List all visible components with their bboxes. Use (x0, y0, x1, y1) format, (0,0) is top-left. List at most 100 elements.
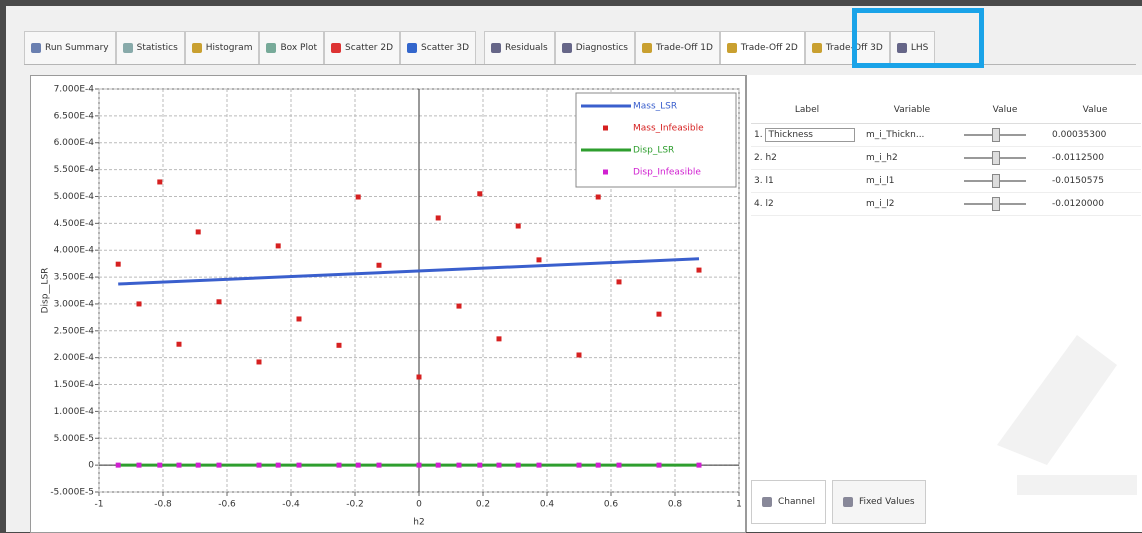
y-tick-label: 5.000E-5 (54, 434, 94, 444)
tab[interactable]: Statistics (116, 31, 185, 64)
x-tick-label: 0.4 (540, 500, 555, 510)
tab[interactable]: Box Plot (259, 31, 324, 64)
x-tick-label: 1 (736, 500, 742, 510)
tab[interactable]: Scatter 3D (400, 31, 476, 64)
data-point (196, 463, 201, 468)
bottom-tab[interactable]: Channel (751, 480, 826, 524)
cell (961, 170, 1049, 193)
data-point (577, 463, 582, 468)
tab[interactable]: Diagnostics (555, 31, 635, 64)
y-tick-label: 5.500E-4 (54, 165, 95, 175)
tab-label: Histogram (206, 43, 253, 53)
x-tick-label: -0.6 (218, 500, 236, 510)
slider[interactable] (964, 134, 1026, 136)
label-cell: Thickness (765, 128, 855, 142)
y-axis-label: Disp__LSR (41, 268, 51, 314)
cell: 2. h2 (751, 147, 863, 170)
legend-swatch (603, 170, 608, 175)
row-number: 3. (754, 176, 763, 186)
data-point (516, 224, 521, 229)
tab-icon (266, 43, 276, 53)
bottom-tab[interactable]: Fixed Values (832, 480, 926, 524)
legend-label: Disp_LSR (633, 146, 674, 156)
slider[interactable] (964, 180, 1026, 182)
data-point (177, 463, 182, 468)
cell (961, 193, 1049, 216)
y-tick-label: 6.500E-4 (54, 111, 95, 121)
tab[interactable]: Trade-Off 2D (720, 31, 805, 64)
y-tick-label: 5.000E-4 (54, 192, 95, 202)
data-point (697, 463, 702, 468)
x-tick-label: -1 (95, 500, 104, 510)
tab-icon (31, 43, 41, 53)
legend-label: Disp_Infeasible (633, 168, 701, 178)
tab[interactable]: LHS (890, 31, 936, 64)
tab-icon (331, 43, 341, 53)
data-point (516, 463, 521, 468)
tab-label: Residuals (505, 43, 548, 53)
tab-label: Trade-Off 3D (826, 43, 883, 53)
cell: 0.00035300 (1049, 124, 1141, 147)
cell: -0.0112500 (1049, 147, 1141, 170)
tab[interactable]: Trade-Off 3D (805, 31, 890, 64)
cell: 4. l2 (751, 193, 863, 216)
cell: m_i_l1 (863, 170, 961, 193)
cell: 1. Thickness (751, 124, 863, 147)
data-point (257, 463, 262, 468)
column-header: Value (1049, 97, 1141, 124)
data-point (497, 336, 502, 341)
y-tick-label: 3.000E-4 (54, 299, 95, 309)
tab[interactable]: Residuals (484, 31, 555, 64)
data-point (436, 215, 441, 220)
screen: {"tabs": ["Run Summary", "Statistics", "… (0, 0, 1142, 532)
y-tick-label: 1.500E-4 (54, 380, 95, 390)
data-point (596, 195, 601, 200)
column-header: Variable (863, 97, 961, 124)
cell: m_i_h2 (863, 147, 961, 170)
legend-swatch (603, 126, 608, 131)
x-tick-label: -0.2 (346, 500, 364, 510)
column-header: Label (751, 97, 863, 124)
tab[interactable]: Trade-Off 1D (635, 31, 720, 64)
slider[interactable] (964, 203, 1026, 205)
cell: -0.0120000 (1049, 193, 1141, 216)
tab[interactable]: Histogram (185, 31, 260, 64)
tab-icon (562, 43, 572, 53)
data-point (177, 342, 182, 347)
x-axis-label: h2 (413, 518, 424, 528)
cell (961, 147, 1049, 170)
cell: 3. l1 (751, 170, 863, 193)
tab-label: Fixed Values (859, 497, 915, 507)
data-point (657, 463, 662, 468)
data-point (137, 301, 142, 306)
data-point (257, 359, 262, 364)
data-point (377, 463, 382, 468)
tab-icon (897, 43, 907, 53)
data-point (697, 268, 702, 273)
y-tick-label: 2.500E-4 (54, 326, 95, 336)
x-tick-label: 0.2 (476, 500, 490, 510)
column-header: Value (961, 97, 1049, 124)
data-point (356, 195, 361, 200)
tab-label: Scatter 3D (421, 43, 469, 53)
plot: -5.000E-505.000E-51.000E-41.500E-42.000E… (30, 75, 746, 533)
slider[interactable] (964, 157, 1026, 159)
data-point (477, 191, 482, 196)
data-point (297, 463, 302, 468)
y-tick-label: 7.000E-4 (54, 85, 95, 95)
data-point (537, 463, 542, 468)
tab[interactable]: Scatter 2D (324, 31, 400, 64)
data-point (577, 352, 582, 357)
data-point (417, 375, 422, 380)
tab[interactable]: Run Summary (24, 31, 116, 64)
cell: m_i_l2 (863, 193, 961, 216)
data-point (417, 463, 422, 468)
tab-icon (727, 43, 737, 53)
x-tick-label: 0.8 (668, 500, 683, 510)
tab-label: Trade-Off 1D (656, 43, 713, 53)
data-point (436, 463, 441, 468)
data-point (617, 279, 622, 284)
